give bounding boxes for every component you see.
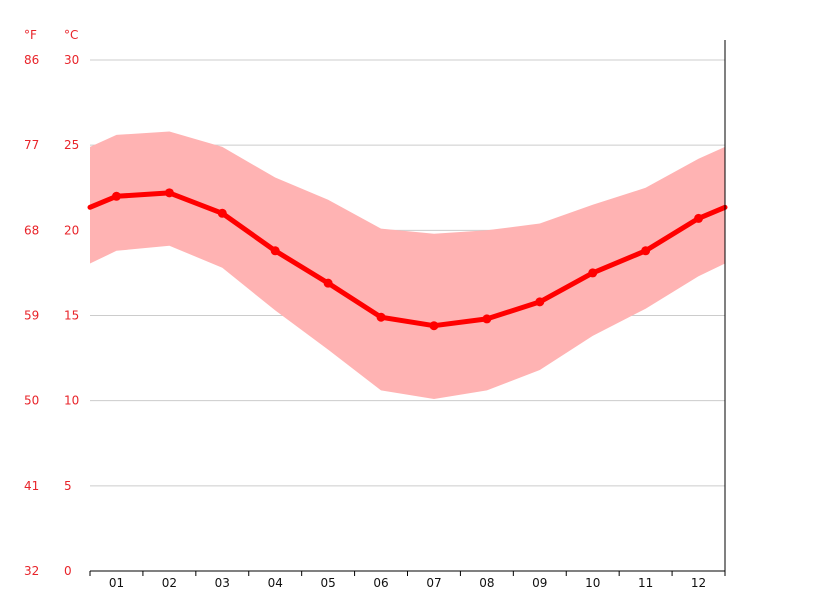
month-label: 11 [638,576,653,590]
month-label: 04 [268,576,283,590]
month-label: 12 [691,576,706,590]
month-label: 05 [320,576,335,590]
mean-temperature-point [164,188,174,198]
mean-temperature-point [429,321,439,331]
fahrenheit-tick-label: 41 [24,479,39,493]
month-label: 06 [373,576,388,590]
mean-temperature-point [323,278,333,288]
celsius-tick-label: 10 [64,394,79,408]
celsius-unit-label: °C [64,28,78,42]
mean-temperature-point [482,314,492,324]
fahrenheit-tick-label: 50 [24,394,39,408]
fahrenheit-tick-label: 32 [24,564,39,578]
celsius-tick-label: 0 [64,564,72,578]
fahrenheit-tick-label: 59 [24,309,39,323]
min-max-range-band [90,131,725,399]
month-label: 01 [109,576,124,590]
month-label: 02 [162,576,177,590]
month-label: 03 [215,576,230,590]
celsius-tick-label: 25 [64,138,79,152]
mean-temperature-point [641,246,651,256]
month-label: 07 [426,576,441,590]
month-label: 09 [532,576,547,590]
month-label: 10 [585,576,600,590]
x-axis-labels: 01 02 03 04 05 06 07 08 09 10 11 12 [109,576,706,590]
mean-temperature-point [535,297,545,307]
celsius-tick-label: 5 [64,479,72,493]
month-label: 08 [479,576,494,590]
fahrenheit-tick-label: 68 [24,223,39,237]
y-axis-labels: 0 32 5 41 10 50 15 59 20 68 25 77 30 86 [24,53,79,578]
x-axis-ticks [89,571,726,576]
mean-temperature-point [376,312,386,322]
mean-temperature-points [111,188,704,331]
mean-temperature-point [217,208,227,218]
celsius-tick-label: 30 [64,53,79,67]
fahrenheit-tick-label: 77 [24,138,39,152]
fahrenheit-unit-label: °F [24,28,37,42]
celsius-tick-label: 15 [64,309,79,323]
celsius-tick-label: 20 [64,223,79,237]
mean-temperature-point [694,213,704,223]
mean-temperature-point [111,191,121,201]
mean-temperature-point [588,268,598,278]
mean-temperature-point [270,246,280,256]
mean-temperature-line [87,190,728,329]
fahrenheit-tick-label: 86 [24,53,39,67]
